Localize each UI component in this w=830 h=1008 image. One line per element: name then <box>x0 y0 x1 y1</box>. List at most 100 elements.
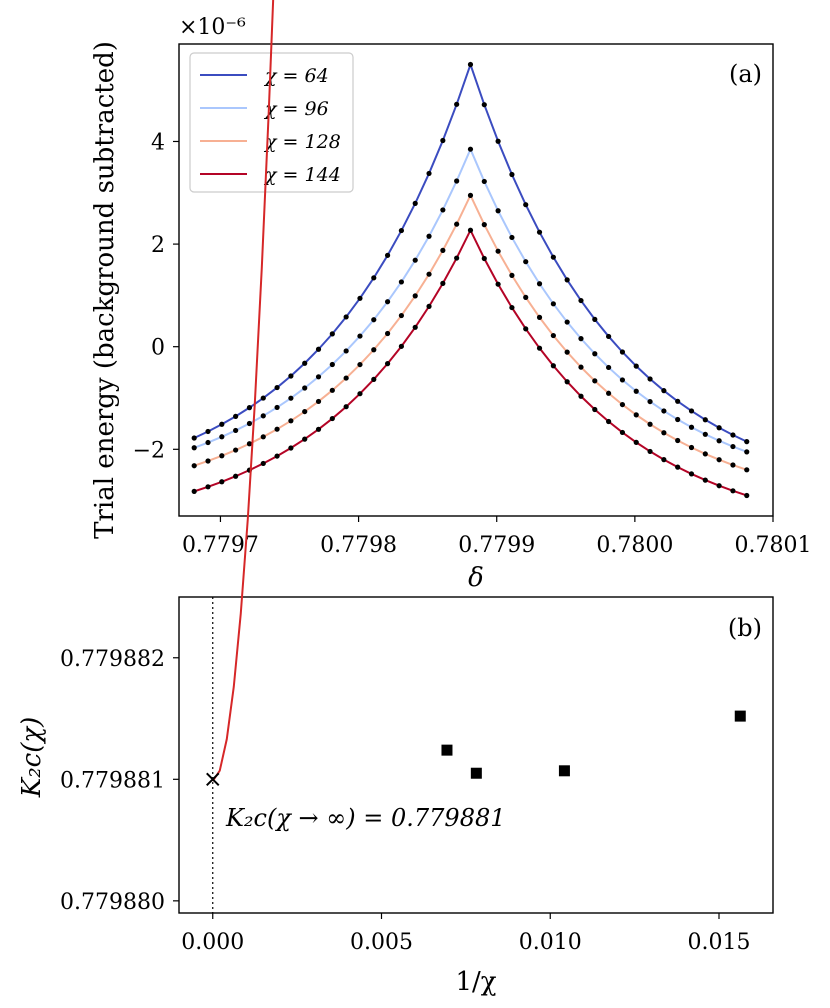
data-point <box>536 314 543 320</box>
data-point <box>619 377 626 383</box>
panel-a-data-points <box>191 61 750 499</box>
legend-label-2: χ = 128 <box>263 131 341 153</box>
y-tick-label: 0.779881 <box>60 768 165 793</box>
data-point <box>219 434 225 440</box>
data-point <box>536 229 543 235</box>
data-point <box>730 443 736 450</box>
panel-a-ylabel: Trial energy (background subtracted) <box>90 41 120 539</box>
data-point <box>343 314 349 320</box>
data-point <box>606 418 612 425</box>
data-point <box>384 299 391 305</box>
x-tick-label: 0.010 <box>519 930 582 955</box>
data-point <box>288 395 294 401</box>
data-point <box>661 408 667 414</box>
data-point <box>481 222 487 228</box>
data-point <box>191 488 197 494</box>
data-point <box>233 447 239 453</box>
panel-b-tag: (b) <box>728 614 762 642</box>
data-point <box>550 254 556 260</box>
data-point <box>744 449 750 455</box>
data-point <box>633 439 639 445</box>
data-point <box>302 385 308 391</box>
data-point <box>219 453 225 459</box>
data-point <box>412 200 418 206</box>
data-point <box>688 444 695 451</box>
data-point <box>647 376 653 382</box>
data-point <box>398 279 404 285</box>
data-point <box>288 373 294 379</box>
data-point <box>371 347 377 353</box>
data-point <box>592 406 598 413</box>
panel-a-x-ticks: 0.7797 0.7798 0.7799 0.7800 0.7801 <box>182 516 812 558</box>
data-point <box>246 405 253 411</box>
data-point <box>384 361 391 367</box>
panel-a-y-scale: ×10⁻⁶ <box>179 15 246 40</box>
data-point <box>398 343 404 349</box>
panel-b-y-ticks: 0.779880 0.779881 0.779882 <box>60 647 179 915</box>
data-point <box>495 281 501 287</box>
data-point <box>315 346 322 352</box>
data-point <box>233 413 239 419</box>
data-point <box>288 445 294 451</box>
data-point <box>550 301 556 307</box>
data-point <box>702 417 708 423</box>
data-point <box>675 416 681 423</box>
data-point <box>440 247 446 253</box>
data-point <box>606 364 612 371</box>
data-point <box>274 453 280 459</box>
y-tick-label: 4 <box>151 130 165 155</box>
data-point <box>191 435 197 441</box>
data-point <box>592 378 598 384</box>
data-point <box>329 415 335 422</box>
y-tick-label: 0 <box>151 336 165 361</box>
data-point <box>481 178 487 185</box>
legend-label-0: χ = 64 <box>263 65 329 87</box>
data-point <box>454 178 460 184</box>
data-point <box>205 439 211 446</box>
data-point <box>661 388 667 394</box>
data-point <box>426 271 432 277</box>
data-point <box>454 101 460 107</box>
data-point <box>371 275 377 281</box>
legend-label-3: χ = 144 <box>263 164 341 186</box>
panel-b-data-points <box>441 710 746 779</box>
data-point <box>315 398 322 405</box>
data-point <box>426 303 432 309</box>
x-tick-label: 0.7801 <box>735 533 812 558</box>
data-point <box>302 436 308 442</box>
data-point <box>716 438 722 444</box>
data-point <box>495 248 501 254</box>
panel-a-xlabel: δ <box>468 563 484 593</box>
data-point <box>523 326 529 332</box>
data-point <box>578 336 584 342</box>
data-point <box>467 61 474 68</box>
data-point <box>233 427 239 434</box>
data-point <box>205 428 211 435</box>
data-point <box>661 430 667 436</box>
data-point <box>191 445 197 451</box>
panel-a-tag: (a) <box>729 60 762 88</box>
extrapolated-marker <box>206 772 220 787</box>
data-point <box>440 280 446 286</box>
data-point <box>343 348 349 354</box>
data-point <box>398 227 404 234</box>
data-point <box>467 227 474 233</box>
data-point-square <box>441 744 453 756</box>
data-point <box>274 384 280 391</box>
x-tick-label: 0.7799 <box>458 533 535 558</box>
data-point <box>619 429 626 436</box>
data-point <box>260 434 266 440</box>
x-tick-label: 0.005 <box>350 930 413 955</box>
data-point <box>454 255 460 261</box>
data-point <box>702 477 708 483</box>
data-point <box>633 412 639 418</box>
data-point <box>619 349 626 355</box>
data-point <box>633 388 639 394</box>
data-point <box>730 488 736 494</box>
data-point <box>647 398 653 405</box>
data-point <box>688 471 695 477</box>
data-point <box>675 464 681 470</box>
data-point <box>592 351 598 357</box>
data-point <box>509 171 515 178</box>
